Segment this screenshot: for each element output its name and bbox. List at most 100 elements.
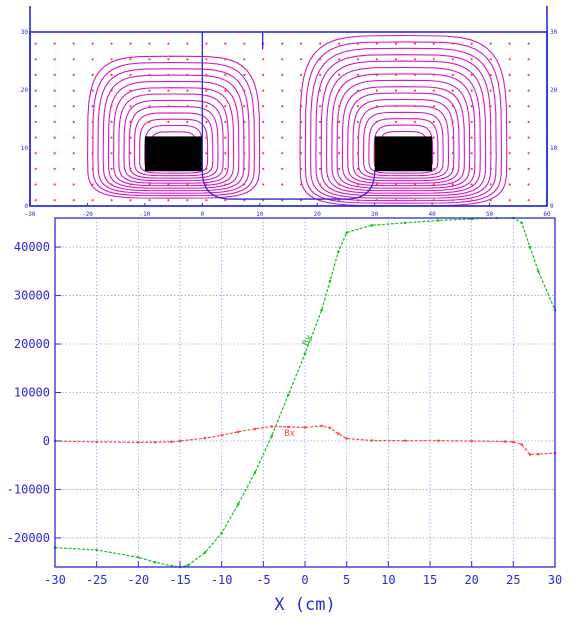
series-bx-point — [470, 439, 474, 443]
field-arrow — [394, 120, 397, 123]
field-y-tick-label-right: 10 — [550, 145, 558, 152]
field-arrow — [148, 183, 151, 186]
field-arrow — [489, 183, 492, 186]
field-arrow — [72, 152, 75, 155]
field-arrow — [167, 89, 170, 92]
x-tick-label: 20 — [464, 573, 478, 587]
field-arrow — [451, 89, 454, 92]
field-arrow — [470, 73, 473, 76]
series-by-point — [528, 245, 532, 249]
field-arrow — [470, 183, 473, 186]
series-by-point — [153, 560, 157, 564]
chart-annotations: Bx By — [284, 333, 315, 439]
series-bx-point — [303, 426, 307, 429]
field-x-tick-label: 0 — [201, 211, 205, 218]
field-arrow — [527, 42, 530, 45]
field-arrow — [375, 58, 379, 61]
field-arrow — [205, 58, 208, 61]
left-coil — [144, 136, 203, 172]
line-chart-panel: -30 -25 -20 -15 -10 -5 0 5 10 15 20 25 30 40000 30000 2… — [7, 216, 562, 615]
field-arrow — [300, 42, 303, 45]
field-arrow — [319, 152, 322, 155]
field-arrow — [205, 105, 208, 108]
streamline-left — [113, 87, 235, 187]
field-arrow — [224, 152, 227, 155]
streamline-left — [102, 74, 245, 192]
field-arrow — [224, 73, 227, 76]
field-arrow — [319, 42, 322, 45]
field-arrow — [186, 105, 189, 108]
field-arrow — [53, 136, 56, 139]
series-bx-point — [370, 439, 374, 442]
x-tick-label: 0 — [301, 573, 308, 587]
x-tick-label: -15 — [169, 573, 191, 587]
field-y-tick-label-left: 20 — [21, 87, 29, 94]
field-arrow — [338, 167, 341, 170]
field-arrow — [375, 42, 379, 45]
field-arrow — [224, 120, 227, 123]
field-arrow — [319, 183, 322, 186]
field-arrow — [34, 136, 37, 139]
field-arrow — [224, 89, 227, 92]
field-arrow — [205, 152, 208, 155]
series-by-point — [437, 219, 440, 222]
field-arrow — [34, 58, 37, 61]
field-arrow — [91, 183, 94, 186]
streamline-right — [310, 47, 497, 202]
field-arrow — [281, 58, 284, 61]
field-arrow — [451, 199, 454, 202]
field-arrow — [110, 89, 113, 92]
field-arrow — [300, 120, 303, 123]
field-arrow — [110, 73, 113, 76]
pole-gap-outline — [201, 171, 376, 200]
field-arrow — [129, 73, 132, 76]
x-tick-label: -10 — [211, 573, 233, 587]
field-arrow — [300, 183, 303, 186]
field-arrow — [527, 136, 530, 139]
field-arrow — [470, 167, 473, 170]
field-arrow — [205, 89, 208, 92]
x-tick-label: 15 — [423, 573, 437, 587]
field-arrow — [375, 199, 379, 202]
field-arrow — [394, 73, 397, 76]
field-arrow — [72, 167, 75, 170]
field-arrow — [394, 199, 397, 202]
series-bx-point — [320, 424, 324, 428]
field-x-tick-label: -20 — [82, 211, 93, 218]
field-arrow — [34, 183, 37, 186]
streamline-left — [139, 118, 209, 174]
field-arrow — [470, 42, 473, 45]
series-bx-point — [520, 443, 523, 446]
field-arrow — [508, 58, 511, 61]
field-arrow — [205, 167, 208, 170]
series-by-point — [345, 231, 349, 234]
series-by-point — [403, 221, 407, 225]
series-by-point — [337, 250, 340, 254]
series-bx-point — [153, 440, 157, 444]
field-arrow — [243, 167, 246, 170]
streamline-right — [368, 118, 439, 174]
field-arrow — [508, 183, 511, 186]
field-arrow — [338, 152, 341, 155]
field-arrow — [91, 105, 94, 108]
field-arrow — [527, 58, 530, 61]
field-arrow — [91, 58, 94, 61]
field-arrow — [110, 152, 113, 155]
streamline-left — [97, 68, 250, 194]
field-arrow — [72, 58, 75, 61]
series-by-point — [537, 270, 540, 273]
field-arrow — [432, 167, 435, 170]
series-bx-point — [503, 440, 507, 443]
field-arrow — [53, 199, 56, 202]
annotation-bx: Bx — [284, 429, 295, 439]
y-tick-label: 30000 — [14, 289, 50, 303]
field-arrow — [186, 89, 189, 92]
field-arrow — [205, 120, 208, 123]
field-arrow — [91, 73, 94, 76]
field-x-tick-label: -10 — [139, 211, 150, 218]
field-arrow — [167, 42, 170, 45]
field-y-tick-label-left: 10 — [21, 145, 29, 152]
field-arrow — [129, 58, 132, 61]
field-arrow — [451, 58, 454, 61]
